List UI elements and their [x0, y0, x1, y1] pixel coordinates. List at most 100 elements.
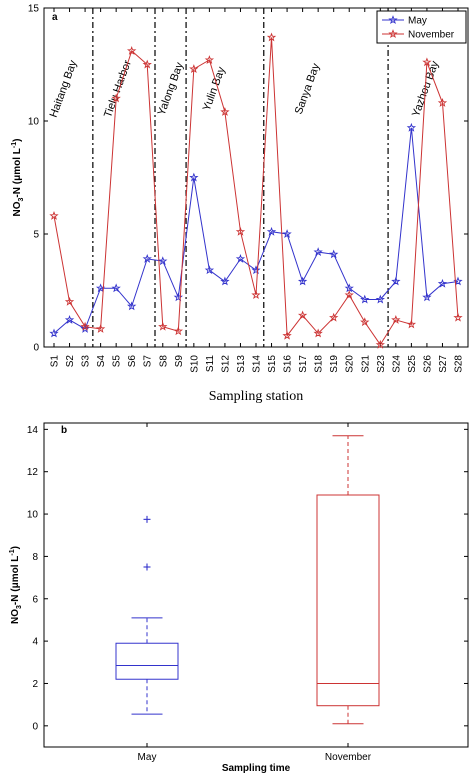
data-point-may	[344, 283, 354, 293]
legend-marker	[388, 15, 398, 24]
box-iqr	[316, 494, 380, 707]
data-point-november	[80, 321, 90, 331]
data-point-may	[251, 265, 261, 275]
x-tick-label: S16	[283, 355, 294, 373]
data-point-november	[220, 107, 230, 116]
x-tick-label: S20	[345, 355, 356, 373]
data-point-may	[158, 256, 168, 266]
x-tick-label: S23	[376, 355, 387, 373]
ylabel-b-sup: -1	[9, 549, 16, 555]
y-tick-label: 14	[27, 425, 39, 436]
x-tick-label: S13	[236, 355, 247, 373]
panel-b-plot-frame	[43, 422, 469, 748]
panel-b-boxes	[115, 435, 380, 725]
data-point-november	[360, 317, 370, 327]
y-tick-label: 4	[32, 637, 38, 648]
outlier-marker	[143, 563, 151, 571]
data-point-may	[375, 294, 385, 304]
x-tick-label: November	[325, 752, 372, 763]
region-label: Yalong Bay	[156, 60, 186, 117]
data-point-november	[204, 55, 215, 64]
data-point-may	[235, 253, 246, 263]
x-tick-label: May	[138, 752, 157, 763]
x-tick-label: S26	[422, 355, 433, 373]
x-tick-label: S17	[298, 355, 309, 373]
data-point-november	[111, 93, 121, 103]
legend-box	[376, 10, 467, 44]
data-point-november	[391, 314, 401, 324]
data-point-may	[111, 283, 121, 293]
data-point-november	[266, 32, 277, 42]
region-label: Haitang Bay	[48, 58, 80, 119]
data-point-november	[453, 312, 463, 322]
panel-b-letter: b	[61, 425, 67, 436]
y-tick-label: 8	[32, 552, 38, 563]
data-point-november	[313, 328, 323, 338]
data-point-november	[406, 319, 417, 329]
data-point-may	[189, 172, 199, 182]
data-point-november	[158, 321, 168, 331]
panel-b-y-axis-label: NO3-N (μmol L-1)	[9, 546, 23, 624]
x-tick-label: S10	[189, 355, 200, 373]
data-point-november	[189, 64, 199, 73]
y-tick-label: 0	[32, 721, 38, 732]
ylabel-a-end: )	[12, 139, 23, 142]
y-tick-label: 2	[32, 679, 38, 690]
data-point-november	[422, 57, 432, 67]
x-tick-label: S25	[407, 355, 418, 373]
data-point-november	[437, 98, 448, 107]
data-point-november	[251, 290, 261, 299]
x-tick-label: S4	[96, 355, 107, 368]
y-tick-label: 12	[27, 467, 39, 478]
box-may	[115, 515, 179, 715]
data-point-november	[64, 296, 75, 306]
y-tick-label: 5	[33, 230, 39, 241]
panel-a-x-axis-label: Sampling station	[209, 389, 304, 404]
outlier-marker	[143, 515, 151, 523]
x-tick-label: S24	[391, 355, 402, 373]
data-point-november	[329, 312, 339, 322]
data-point-may	[266, 226, 277, 236]
data-point-may	[406, 122, 417, 132]
x-tick-label: S28	[454, 355, 465, 373]
y-tick-label: 6	[32, 594, 38, 605]
ylabel-a-main: NO	[12, 201, 23, 216]
x-tick-label: S12	[220, 355, 231, 373]
x-tick-label: S15	[267, 355, 278, 373]
ylabel-b-sub: 3	[16, 605, 23, 609]
data-point-november	[127, 46, 137, 55]
data-point-may	[127, 301, 137, 311]
panel-a-series	[49, 32, 463, 349]
ylabel-b-end: )	[10, 546, 21, 549]
ylabel-a-sup: -1	[11, 142, 18, 148]
x-tick-label: S1	[50, 355, 61, 368]
legend-label: November	[408, 30, 455, 41]
x-tick-label: S21	[360, 355, 371, 373]
y-tick-label: 15	[28, 4, 40, 15]
ylabel-a-sub: 3	[18, 197, 25, 201]
data-point-may	[49, 328, 59, 338]
x-tick-label: S3	[81, 355, 92, 368]
x-tick-label: S27	[438, 355, 449, 373]
data-point-may	[80, 324, 90, 333]
x-tick-label: S19	[329, 355, 340, 373]
data-point-may	[313, 247, 323, 257]
x-tick-label: S14	[252, 355, 263, 373]
x-tick-label: S7	[143, 355, 154, 368]
box-iqr	[115, 642, 179, 680]
panel-a-line-chart: 0 5 10 15 S1 S2 S3 S4 S5 S6 S7 S8 S9 S10 S11 S12 S13 S14…	[11, 4, 469, 404]
x-tick-label: S18	[314, 355, 325, 373]
x-tick-label: S5	[112, 355, 123, 368]
region-label: Yulin Bay	[201, 65, 228, 113]
x-tick-label: S8	[158, 355, 169, 368]
y-tick-label: 0	[33, 343, 39, 354]
region-label: Tielu Harbor	[102, 58, 134, 119]
data-point-november	[375, 339, 385, 349]
data-point-november	[297, 310, 308, 320]
data-point-november	[235, 226, 246, 236]
panel-a-letter: a	[52, 12, 58, 23]
data-point-november	[142, 59, 152, 69]
panel-a-x-ticks: S1 S2 S3 S4 S5 S6 S7 S8 S9 S10 S11 S12 S13 S14 S15 S16 S…	[50, 8, 465, 373]
